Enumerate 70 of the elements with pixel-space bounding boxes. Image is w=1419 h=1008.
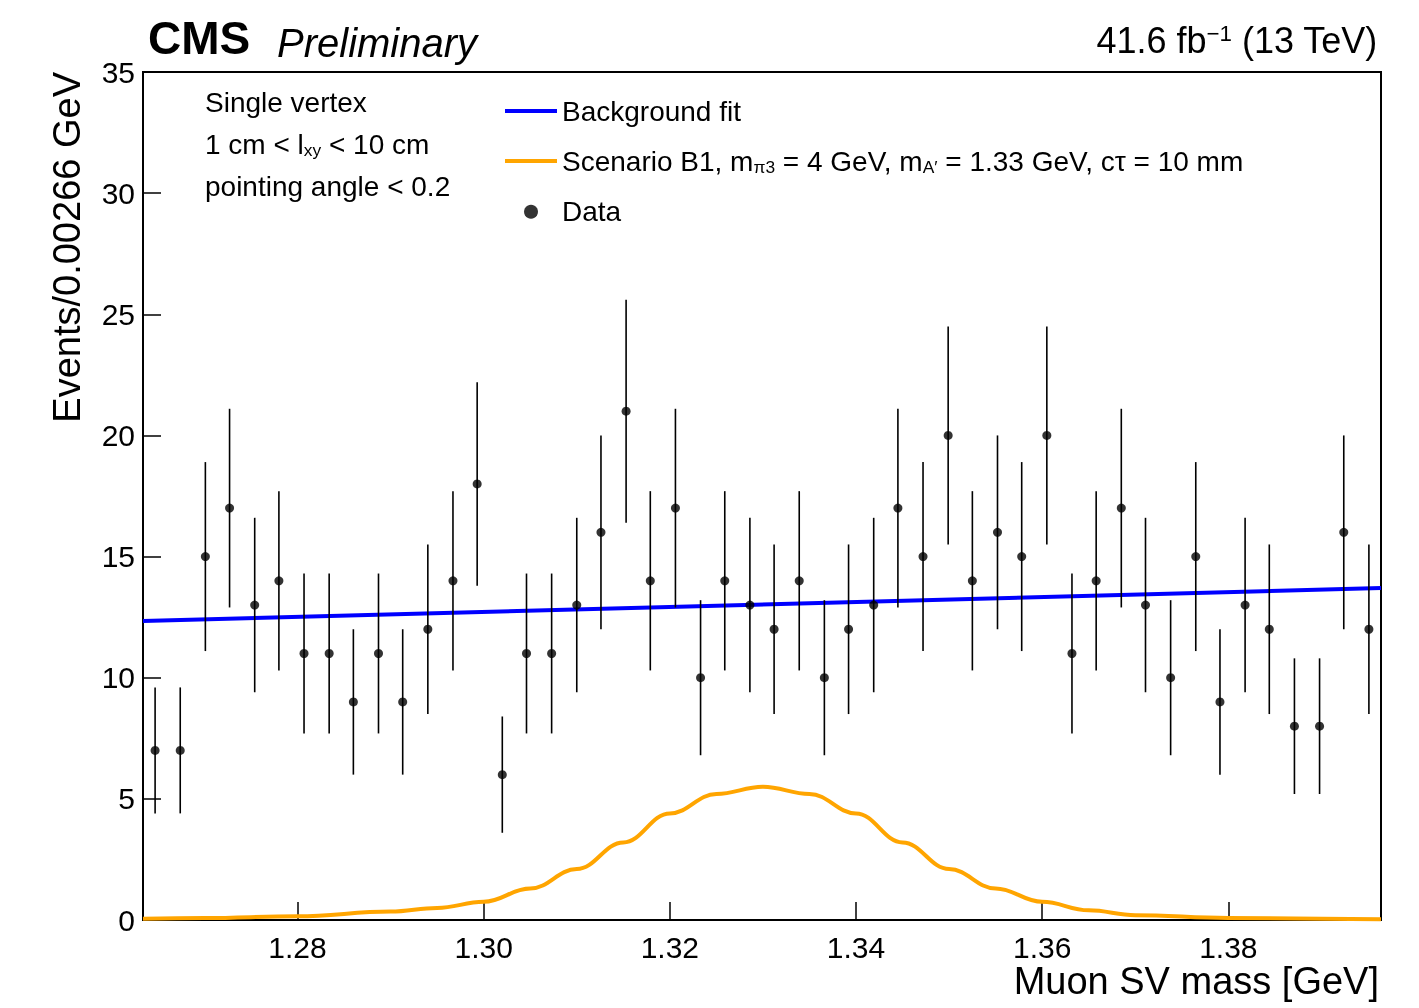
point [423,624,433,634]
chart-title: CMS [148,12,251,64]
point [1339,527,1349,537]
point [1215,697,1225,707]
point [398,697,408,707]
y-tick-label: 5 [118,782,135,816]
point [374,648,383,658]
annotation: Single vertex [205,86,367,118]
y-tick-label: 25 [101,297,135,331]
point [794,576,804,586]
point [645,576,655,586]
point [918,552,928,562]
point [1042,430,1052,440]
point [175,745,185,755]
y-tick-label: 0 [118,903,135,937]
point [250,600,260,610]
point [1116,503,1126,513]
point [1191,552,1201,562]
point [150,745,160,755]
x-tick-label: 1.32 [640,930,700,964]
point [621,406,631,416]
point [547,648,557,658]
legend-label: Data [562,196,622,228]
x-tick-label: 1.30 [454,930,513,964]
point [1017,552,1027,562]
point [993,527,1002,537]
point [448,576,458,586]
x-tick-label: 1.34 [826,930,886,964]
y-axis-title: Events/0.00266 GeV [46,71,88,423]
point [1264,624,1274,634]
point [1364,624,1374,634]
point [299,648,309,658]
chart-subtitle: Preliminary [277,21,481,65]
y-tick-label: 35 [101,55,135,89]
point [1067,648,1077,658]
line-series [141,784,1383,922]
point [720,576,730,586]
point [1289,721,1299,731]
point [225,503,235,513]
point [967,576,977,586]
point [696,673,706,683]
point [844,624,854,634]
point [869,600,879,610]
point [670,503,680,513]
legend-label: Background fit [562,95,742,127]
point [893,503,903,513]
point [572,600,582,610]
point [200,552,210,562]
point [596,527,606,537]
y-tick-label: 15 [101,540,135,574]
point [348,697,358,707]
x-tick-label: 1.28 [268,930,327,964]
annotation: pointing angle < 0.2 [205,170,451,202]
point [1240,600,1250,610]
y-tick-label: 10 [101,661,135,695]
point [1166,673,1176,683]
point [745,600,755,610]
point [1091,576,1101,586]
point [769,624,779,634]
point [943,430,953,440]
point [819,673,829,683]
y-tick-label: 20 [101,418,135,452]
point [522,648,531,658]
point [472,479,482,489]
point [1315,721,1325,731]
point [1141,600,1150,610]
point [274,576,284,586]
y-tick-label: 30 [101,176,135,210]
point [497,770,507,780]
point [324,648,334,658]
